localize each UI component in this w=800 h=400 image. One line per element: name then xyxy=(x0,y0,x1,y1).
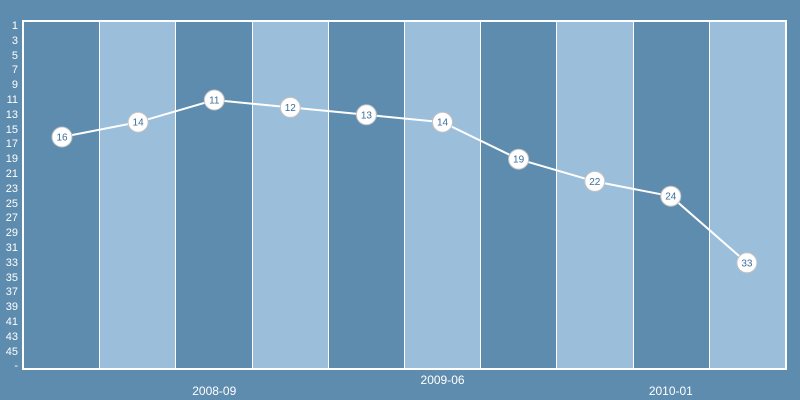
y-axis-tick-label: 3 xyxy=(11,34,18,47)
data-point-marker[interactable]: 19 xyxy=(508,148,530,170)
data-point-marker[interactable]: 14 xyxy=(432,111,453,133)
y-axis-tick-label: 31 xyxy=(5,242,18,254)
y-axis-tick-label: 1 xyxy=(11,20,18,32)
band-columns xyxy=(24,22,786,368)
band-column xyxy=(556,22,633,368)
band-column xyxy=(480,22,557,368)
y-axis-tick-label: 33 xyxy=(5,256,18,269)
band-column xyxy=(175,22,252,368)
data-point-marker[interactable]: 33 xyxy=(736,252,758,274)
y-axis-tick-label: 15 xyxy=(5,123,18,136)
y-axis: 1 3 5 7 9 11 13 15 17 19 21 23 25 27 29 31 33 35 37 39 41 43 4… xyxy=(0,0,19,400)
x-axis-tick-label: 2009-06 xyxy=(420,373,465,387)
marker-circle[interactable] xyxy=(432,111,453,133)
data-point-marker[interactable]: 14 xyxy=(127,111,149,133)
data-point-marker[interactable]: 24 xyxy=(660,185,682,207)
band-column xyxy=(708,22,786,368)
band-column xyxy=(404,22,481,368)
marker-circle[interactable] xyxy=(508,148,530,170)
marker-value-label: 19 xyxy=(513,155,525,166)
band-column xyxy=(251,22,328,368)
y-axis-tick-label: 29 xyxy=(5,227,18,240)
band-column xyxy=(632,22,709,368)
y-axis-tick-label: 23 xyxy=(5,182,18,195)
plot-area: 16 14 11 12 13 14 19 22 24 33 xyxy=(22,20,787,370)
marker-circle[interactable] xyxy=(584,170,606,192)
band-column xyxy=(24,22,100,368)
marker-value-label: 12 xyxy=(285,103,297,114)
marker-circle[interactable] xyxy=(660,185,682,207)
marker-circle[interactable] xyxy=(279,96,301,118)
x-axis-tick-label: 2010-01 xyxy=(648,384,693,398)
y-axis-tick-label: 21 xyxy=(5,168,18,180)
y-axis-tick-label: 27 xyxy=(5,212,18,225)
data-point-marker[interactable]: 16 xyxy=(51,126,73,148)
y-axis-tick-label: 13 xyxy=(5,108,18,121)
y-axis-tick-label: 39 xyxy=(5,301,18,314)
marker-value-label: 14 xyxy=(437,118,449,129)
marker-value-label: 14 xyxy=(133,118,145,129)
y-axis-tick-label: - xyxy=(14,360,18,372)
marker-value-label: 22 xyxy=(589,177,601,188)
y-axis-tick-label: 9 xyxy=(11,79,18,92)
y-axis-tick-label: 43 xyxy=(5,330,18,343)
marker-value-label: 11 xyxy=(209,96,220,107)
y-axis-tick-label: 17 xyxy=(5,138,18,151)
y-axis-tick-label: 45 xyxy=(5,345,18,358)
marker-circle[interactable] xyxy=(736,252,758,274)
y-axis-tick-label: 25 xyxy=(5,197,18,210)
data-point-marker[interactable]: 13 xyxy=(355,104,377,126)
data-point-marker[interactable]: 12 xyxy=(279,96,301,118)
marker-value-label: 24 xyxy=(665,192,677,203)
data-point-marker[interactable]: 11 xyxy=(203,89,225,111)
band-column xyxy=(327,22,405,368)
x-axis-tick-label: 2008-09 xyxy=(192,384,237,398)
y-axis-tick-label: 41 xyxy=(5,316,18,328)
y-axis-tick-label: 19 xyxy=(5,153,18,166)
trend-line xyxy=(61,98,748,264)
marker-value-label: 16 xyxy=(56,133,68,144)
y-axis-tick-label: 37 xyxy=(5,286,18,299)
marker-circle[interactable] xyxy=(127,111,149,133)
marker-value-label: 33 xyxy=(741,258,753,269)
marker-circle[interactable] xyxy=(203,89,225,111)
marker-circle[interactable] xyxy=(51,126,73,148)
y-axis-tick-label: 5 xyxy=(11,49,18,62)
marker-value-label: 13 xyxy=(361,110,373,121)
y-axis-tick-label: 35 xyxy=(5,271,18,284)
data-point-marker[interactable]: 22 xyxy=(584,170,606,192)
line-chart-svg: 16 14 11 12 13 14 19 22 24 33 xyxy=(51,89,758,274)
band-column xyxy=(99,22,176,368)
y-axis-tick-label: 11 xyxy=(6,94,18,106)
marker-circle[interactable] xyxy=(355,104,377,126)
y-axis-tick-label: 7 xyxy=(11,64,18,77)
